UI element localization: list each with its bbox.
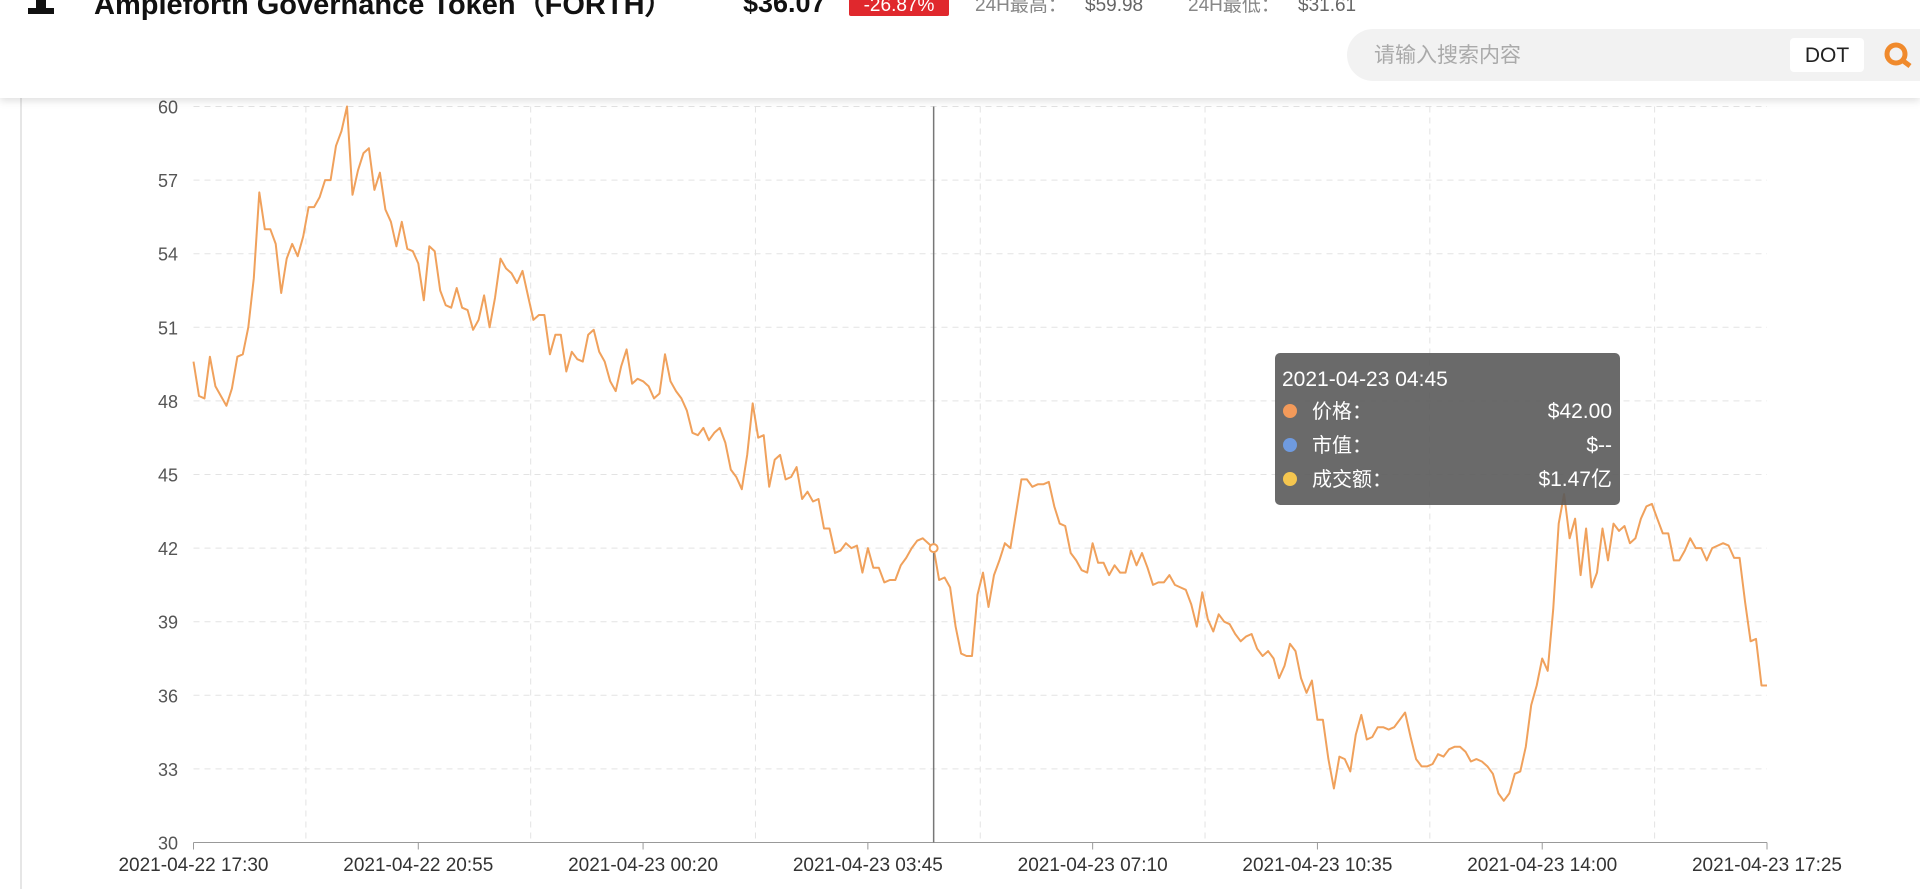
tooltip-dot <box>1283 404 1297 418</box>
y-tick-label: 48 <box>158 392 178 412</box>
tooltip-label: 价格： <box>1312 400 1372 423</box>
logo <box>28 8 54 14</box>
search-icon[interactable] <box>1884 42 1908 66</box>
y-tick-label: 30 <box>158 834 178 854</box>
chart: 30 33 36 39 42 45 48 51 54 57 60 2021-04-22 17:30 20… <box>118 98 1842 877</box>
y-tick-label: 60 <box>158 98 178 118</box>
x-tick-label: 2021-04-23 14:00 <box>1467 855 1617 876</box>
y-tick-label: 33 <box>158 760 178 780</box>
hover-point <box>928 543 939 554</box>
search-tag-text: DOT <box>1805 44 1850 67</box>
x-tick-label: 2021-04-23 03:45 <box>793 855 943 876</box>
search-placeholder: 请输入搜索内容 <box>1374 44 1521 67</box>
change: -26.87% <box>864 0 935 16</box>
price: $36.07 <box>743 0 826 18</box>
y-tick-label: 45 <box>158 466 178 486</box>
x-tick-label: 2021-04-22 20:55 <box>343 855 493 876</box>
high: $59.98 <box>1085 0 1143 16</box>
tooltip-label: 市值： <box>1312 434 1372 457</box>
x-tick-label: 2021-04-22 17:30 <box>118 855 268 876</box>
tooltip-title: 2021-04-23 04:45 <box>1282 368 1448 391</box>
low-label: 24H最低： <box>1188 0 1280 16</box>
search-tag[interactable] <box>1790 38 1864 72</box>
token-title: Ampleforth Governance Token（FORTH） <box>94 0 674 21</box>
tooltip-value: $1.47亿 <box>1538 468 1612 491</box>
tooltip-dot <box>1283 472 1297 486</box>
price-line <box>192 105 1767 802</box>
tooltip-dot <box>1283 438 1297 452</box>
low: $31.61 <box>1298 0 1356 16</box>
change-badge <box>849 0 949 16</box>
y-tick-label: 36 <box>158 686 178 706</box>
tooltip-label: 成交额： <box>1312 468 1392 491</box>
tooltip-value: $-- <box>1586 434 1612 457</box>
y-tick-label: 54 <box>158 245 178 265</box>
x-tick-label: 2021-04-23 00:20 <box>568 855 718 876</box>
search-box[interactable] <box>1347 29 1920 81</box>
y-tick-label: 39 <box>158 613 178 633</box>
y-tick-label: 57 <box>158 171 178 191</box>
y-tick-label: 42 <box>158 539 178 559</box>
tooltip-value: $42.00 <box>1548 400 1612 423</box>
x-tick-label: 2021-04-23 10:35 <box>1242 855 1392 876</box>
high-label: 24H最高： <box>975 0 1067 16</box>
tooltip-box <box>1275 353 1620 505</box>
logo <box>36 0 46 14</box>
y-tick-label: 51 <box>158 318 178 338</box>
x-tick-label: 2021-04-23 07:10 <box>1018 855 1168 876</box>
tooltip: 2021-04-23 04:45 价格： $42.00 市值： $-- 成交额： $1.47… <box>1275 353 1620 505</box>
search-icon <box>1900 58 1912 68</box>
x-tick-label: 2021-04-23 17:25 <box>1692 855 1842 876</box>
